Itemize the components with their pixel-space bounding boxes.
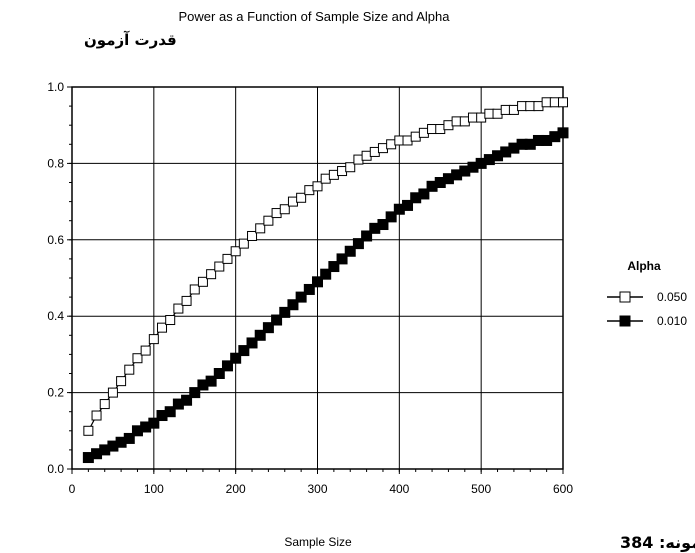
- legend-label: 0.010: [657, 314, 687, 328]
- data-point: [378, 144, 387, 153]
- data-point: [288, 197, 297, 206]
- x-tick-label: 300: [307, 482, 327, 496]
- data-point: [256, 224, 265, 233]
- sample-size-annotation: حجم نمونه: 384: [620, 533, 695, 552]
- data-point: [542, 98, 551, 107]
- data-point: [248, 231, 257, 240]
- data-point: [264, 216, 273, 225]
- data-point: [117, 377, 126, 386]
- data-point: [403, 136, 412, 145]
- data-point: [92, 411, 101, 420]
- data-point: [158, 323, 167, 332]
- data-point: [444, 121, 453, 130]
- data-point: [493, 109, 502, 118]
- data-point: [501, 105, 510, 114]
- data-point: [84, 426, 93, 435]
- data-point: [272, 209, 281, 218]
- x-axis-label: Sample Size: [284, 535, 352, 549]
- legend-marker: [620, 316, 630, 326]
- data-point: [452, 117, 461, 126]
- data-point: [239, 239, 248, 248]
- data-point: [419, 128, 428, 137]
- data-point: [125, 365, 134, 374]
- data-point: [485, 109, 494, 118]
- data-point: [100, 400, 109, 409]
- data-point: [468, 113, 477, 122]
- y-tick-label: 0.8: [47, 156, 64, 170]
- data-point: [313, 182, 322, 191]
- x-tick-label: 500: [471, 482, 491, 496]
- y-tick-label: 0.2: [47, 386, 64, 400]
- y-tick-label: 0.0: [47, 462, 64, 476]
- legend-label: 0.050: [657, 290, 687, 304]
- y-axis-label: قدرت آزمون: [84, 31, 177, 49]
- chart-title: Power as a Function of Sample Size and A…: [179, 9, 451, 24]
- data-point: [338, 167, 347, 176]
- data-point: [215, 262, 224, 271]
- data-point: [190, 285, 199, 294]
- data-point: [460, 117, 469, 126]
- data-point: [436, 125, 445, 134]
- data-point: [149, 335, 158, 344]
- data-point: [133, 354, 142, 363]
- data-point: [362, 151, 371, 160]
- x-tick-label: 200: [226, 482, 246, 496]
- data-point: [305, 186, 314, 195]
- data-point: [518, 102, 527, 111]
- data-point: [534, 102, 543, 111]
- y-tick-label: 0.6: [47, 233, 64, 247]
- data-point: [182, 296, 191, 305]
- x-tick-label: 400: [389, 482, 409, 496]
- data-point: [411, 132, 420, 141]
- data-point: [395, 136, 404, 145]
- data-point: [280, 205, 289, 214]
- data-point: [329, 170, 338, 179]
- data-point: [346, 163, 355, 172]
- data-point: [558, 128, 568, 138]
- legend-title: Alpha: [627, 259, 661, 273]
- y-tick-label: 1.0: [47, 80, 64, 94]
- data-point: [108, 388, 117, 397]
- data-point: [231, 247, 240, 256]
- legend-marker: [620, 292, 630, 302]
- data-point: [526, 102, 535, 111]
- x-tick-label: 0: [69, 482, 76, 496]
- data-point: [207, 270, 216, 279]
- data-point: [559, 98, 568, 107]
- data-point: [387, 140, 396, 149]
- x-tick-label: 600: [553, 482, 573, 496]
- data-point: [321, 174, 330, 183]
- y-tick-label: 0.4: [47, 309, 64, 323]
- x-tick-label: 100: [144, 482, 164, 496]
- data-point: [550, 98, 559, 107]
- data-point: [223, 254, 232, 263]
- data-point: [370, 147, 379, 156]
- data-point: [141, 346, 150, 355]
- data-point: [509, 105, 518, 114]
- data-point: [297, 193, 306, 202]
- data-point: [477, 113, 486, 122]
- data-point: [428, 125, 437, 134]
- data-point: [166, 316, 175, 325]
- data-point: [174, 304, 183, 313]
- data-point: [354, 155, 363, 164]
- data-point: [198, 277, 207, 286]
